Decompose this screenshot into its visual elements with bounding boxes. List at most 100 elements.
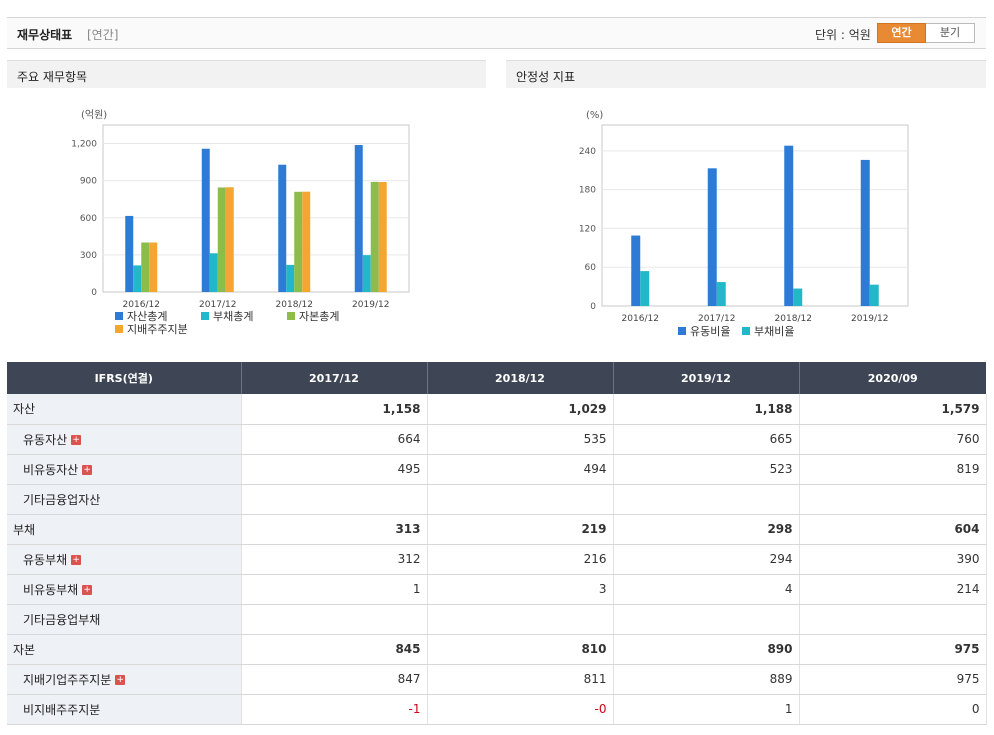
unit-label: 단위 : 억원: [815, 28, 871, 42]
stability-chart: 0 60 120 180 240 (%) 2016/12 2017/12 2018/12 2019…: [579, 110, 909, 338]
bar-자본총계-2016/12[interactable]: [141, 242, 150, 292]
value-cell: [613, 484, 800, 515]
value-cell: 845: [241, 634, 428, 665]
bar-부채총계-2017/12[interactable]: [209, 253, 218, 292]
bar-자산총계-2019/12[interactable]: [354, 145, 363, 292]
bar-자산총계-2016/12[interactable]: [125, 215, 134, 292]
annual-button[interactable]: 연간: [877, 23, 926, 43]
value-cell: 664: [241, 424, 428, 455]
quarterly-button[interactable]: 분기: [926, 23, 975, 43]
table-header-row: IFRS(연결) 2017/12 2018/12 2019/12 2020/09: [7, 362, 986, 394]
expand-plus-icon[interactable]: +: [71, 555, 82, 565]
legend-swatch: [678, 327, 686, 335]
value-cell: [241, 484, 428, 515]
bar-지배주주지분-2016/12[interactable]: [149, 242, 158, 292]
y-tick-label: 1,200: [71, 140, 97, 150]
column-header-period: 2017/12: [241, 362, 428, 394]
value-cell: 975: [799, 664, 987, 695]
row-label: 자산: [7, 394, 242, 425]
value-cell: 1: [613, 694, 800, 725]
y-axis-label: (억원): [81, 109, 107, 121]
value-cell: 214: [799, 574, 987, 605]
y-tick-label: 300: [80, 251, 97, 261]
value-cell: [427, 604, 614, 635]
y-axis-label: (%): [586, 110, 603, 121]
right-panel-title: 안정성 지표: [516, 70, 576, 84]
x-tick-label: 2018/12: [775, 314, 812, 324]
bar-지배주주지분-2017/12[interactable]: [225, 187, 234, 292]
y-tick-label: 0: [590, 302, 596, 312]
value-cell: 523: [613, 454, 800, 485]
table-row: 유동부채 +312 216 294 390: [7, 544, 987, 575]
expand-plus-icon[interactable]: +: [71, 435, 82, 445]
bar-부채비율-2019/12[interactable]: [869, 284, 879, 306]
y-tick-label: 180: [579, 186, 596, 196]
bar-자산총계-2018/12[interactable]: [278, 164, 287, 292]
y-tick-label: 600: [80, 214, 97, 224]
row-label: 비유동부채 +: [7, 574, 242, 605]
legend-label: 자산총계: [127, 310, 167, 323]
bar-자본총계-2018/12[interactable]: [294, 191, 303, 292]
row-label: 비유동자산 +: [7, 454, 242, 485]
bar-부채총계-2016/12[interactable]: [133, 265, 142, 292]
bar-부채총계-2019/12[interactable]: [362, 255, 371, 292]
legend-swatch: [287, 312, 295, 320]
row-label: 부채: [7, 514, 242, 545]
bar-부채비율-2017/12[interactable]: [716, 282, 726, 306]
value-cell: 810: [427, 634, 614, 665]
x-tick-label: 2018/12: [276, 300, 313, 310]
value-cell: 535: [427, 424, 614, 455]
legend-label: 유동비율: [690, 325, 730, 338]
x-tick-label: 2019/12: [851, 314, 888, 324]
bar-지배주주지분-2019/12[interactable]: [378, 182, 387, 292]
expand-plus-icon[interactable]: +: [82, 465, 93, 475]
value-cell: 1,029: [427, 394, 614, 425]
bar-유동비율-2017/12[interactable]: [707, 168, 717, 306]
table-row: 기타금융업자산: [7, 484, 987, 515]
bar-자본총계-2017/12[interactable]: [217, 187, 226, 292]
value-cell: 216: [427, 544, 614, 575]
value-cell: 219: [427, 514, 614, 545]
table-row: 비유동부채 +1 3 4 214: [7, 574, 987, 605]
period-toggle: 연간 분기: [877, 23, 975, 43]
legend-label: 자본총계: [299, 310, 339, 323]
x-tick-label: 2016/12: [622, 314, 659, 324]
bar-부채비율-2016/12[interactable]: [640, 271, 650, 306]
bar-유동비율-2018/12[interactable]: [784, 145, 794, 306]
column-header-period: 2019/12: [613, 362, 800, 394]
bar-자산총계-2017/12[interactable]: [201, 148, 210, 292]
value-cell: [613, 604, 800, 635]
value-cell: [799, 604, 987, 635]
x-tick-label: 2017/12: [199, 300, 236, 310]
value-cell: 4: [613, 574, 800, 605]
table-row: 자산 1,158 1,029 1,188 1,579: [7, 394, 987, 425]
table-row: 기타금융업부채: [7, 604, 987, 635]
left-panel-header: 주요 재무항목: [7, 60, 486, 88]
value-cell: [799, 484, 987, 515]
value-cell: -0: [427, 694, 614, 725]
table-row: 유동자산 +664 535 665 760: [7, 424, 987, 455]
value-cell: 3: [427, 574, 614, 605]
legend-swatch: [201, 312, 209, 320]
expand-plus-icon[interactable]: +: [115, 675, 126, 685]
bar-부채총계-2018/12[interactable]: [286, 264, 295, 292]
value-cell: 494: [427, 454, 614, 485]
bar-자본총계-2019/12[interactable]: [370, 181, 379, 292]
value-cell: 294: [613, 544, 800, 575]
value-cell: 819: [799, 454, 987, 485]
column-header-label: IFRS(연결): [7, 362, 242, 394]
value-cell: 495: [241, 454, 428, 485]
value-cell: 760: [799, 424, 987, 455]
section-header: 재무상태표 [연간] 단위 : 억원 연간 분기: [7, 17, 986, 49]
value-cell: 1,188: [613, 394, 800, 425]
y-tick-label: 0: [91, 288, 97, 298]
table-row: 지배기업주주지분 +847 811 889 975: [7, 664, 987, 695]
expand-plus-icon[interactable]: +: [82, 585, 93, 595]
bar-유동비율-2016/12[interactable]: [631, 235, 641, 306]
x-tick-label: 2019/12: [352, 300, 389, 310]
bar-부채비율-2018/12[interactable]: [793, 288, 803, 306]
y-tick-label: 120: [579, 224, 596, 234]
bar-지배주주지분-2018/12[interactable]: [302, 191, 311, 292]
x-tick-label: 2016/12: [123, 300, 160, 310]
bar-유동비율-2019/12[interactable]: [860, 159, 870, 306]
